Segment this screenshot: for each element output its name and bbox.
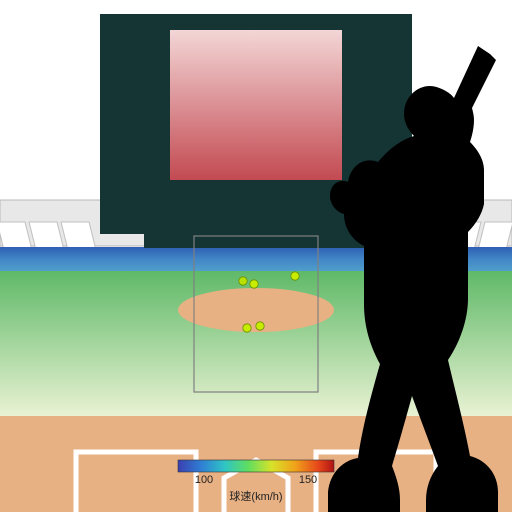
pitch-marker: [291, 272, 299, 280]
pitch-marker: [256, 322, 264, 330]
legend-tick: 150: [299, 474, 317, 486]
scene-svg: [0, 0, 512, 512]
scoreboard-screen: [170, 30, 342, 180]
pitch-location-diagram: 100 150 球速(km/h): [0, 0, 512, 512]
pitch-marker: [239, 277, 247, 285]
pitch-marker: [250, 280, 258, 288]
legend-tick: 100: [195, 474, 213, 486]
legend-title: 球速(km/h): [229, 488, 282, 504]
pitch-marker: [243, 324, 251, 332]
speed-legend-bar: [178, 460, 334, 472]
